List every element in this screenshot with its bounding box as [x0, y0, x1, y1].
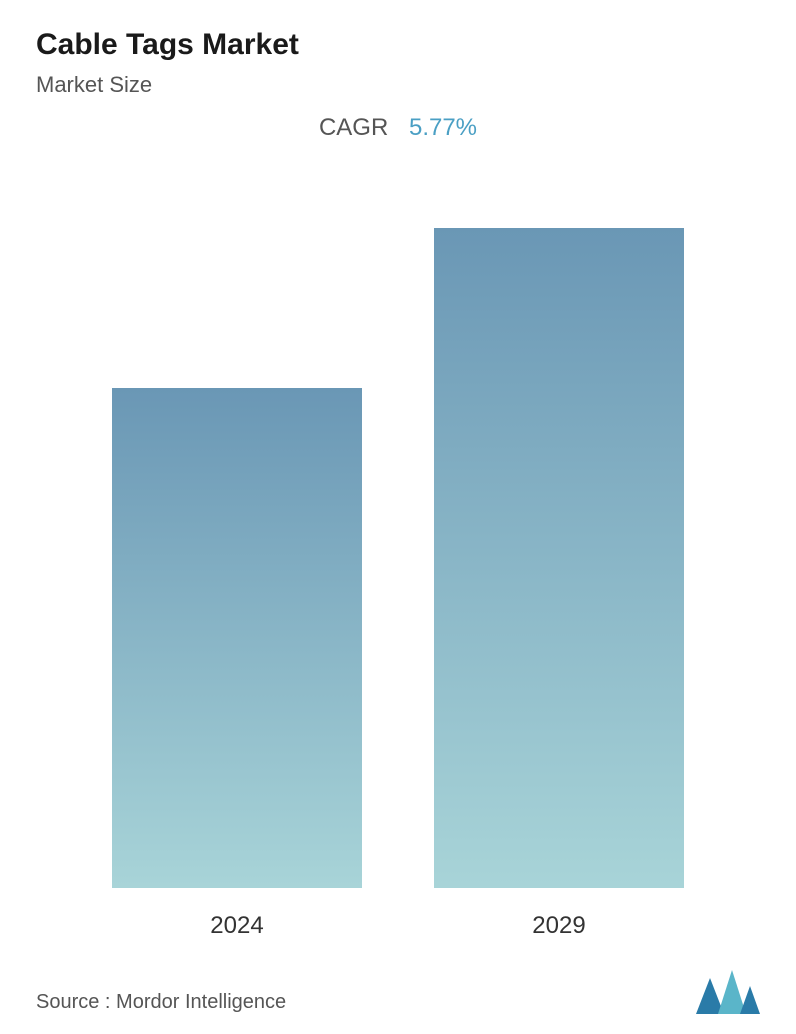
- footer: Source : Mordor Intelligence: [36, 964, 760, 1014]
- cagr-value: 5.77%: [409, 114, 477, 141]
- bar-label-0: 2024: [210, 912, 263, 940]
- chart-title: Cable Tags Market: [36, 28, 760, 62]
- bar-0: [112, 388, 362, 888]
- logo-icon: [696, 970, 760, 1014]
- bar-group-1: 2029: [434, 228, 684, 940]
- chart-container: Cable Tags Market Market Size CAGR 5.77%…: [0, 0, 796, 1034]
- bar-1: [434, 228, 684, 888]
- cagr-row: CAGR 5.77%: [36, 114, 760, 142]
- bar-label-1: 2029: [532, 912, 585, 940]
- chart-subtitle: Market Size: [36, 72, 760, 98]
- chart-area: 2024 2029: [36, 202, 760, 940]
- cagr-label: CAGR: [319, 114, 388, 141]
- brand-logo: [696, 970, 760, 1014]
- bar-group-0: 2024: [112, 388, 362, 940]
- source-text: Source : Mordor Intelligence: [36, 991, 286, 1014]
- source-label: Source :: [36, 991, 110, 1013]
- source-name: Mordor Intelligence: [116, 991, 286, 1013]
